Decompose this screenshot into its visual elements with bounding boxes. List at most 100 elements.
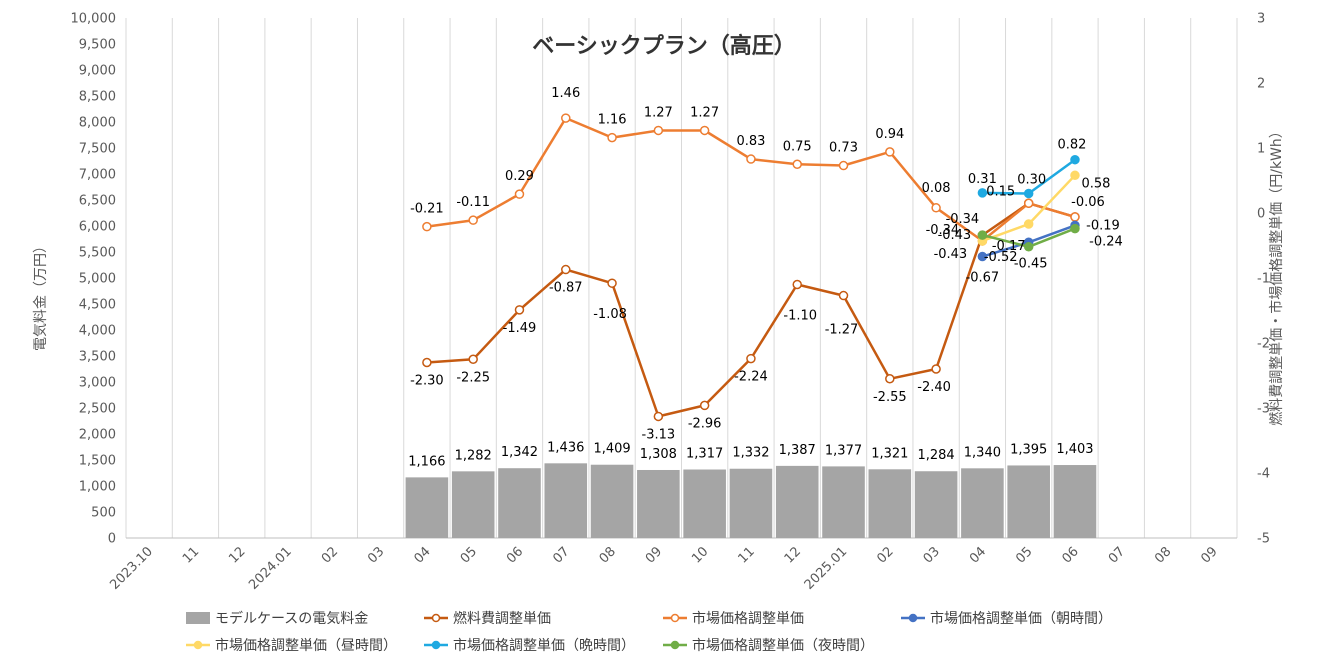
point-marker: [977, 251, 988, 262]
y-right-tick-label: 2: [1257, 77, 1265, 92]
legend-marker: [670, 613, 680, 623]
line-data-label: -3.13: [642, 427, 676, 442]
y-left-tick-label: 8,500: [79, 90, 116, 105]
bar-data-label: 1,321: [871, 446, 908, 461]
bar: [544, 463, 588, 538]
point-marker: [885, 147, 895, 157]
line-data-label: -0.21: [410, 202, 444, 217]
point-marker: [977, 230, 988, 240]
line-data-label: -0.43: [934, 247, 968, 262]
y-right-tick-label: 0: [1257, 207, 1265, 222]
line-data-label: 0.83: [736, 134, 765, 149]
point-marker: [746, 353, 756, 364]
line-data-label: -0.52: [984, 250, 1018, 265]
bar: [822, 466, 865, 538]
bar-data-label: 1,403: [1056, 442, 1093, 457]
y-left-tick-label: 1,000: [79, 480, 116, 495]
bar: [637, 469, 680, 538]
bar-data-label: 1,308: [640, 447, 677, 462]
point-marker: [514, 189, 525, 199]
point-marker: [1070, 170, 1080, 181]
point-marker: [977, 188, 988, 198]
legend-label: 市場価格調整単価（夜時間）: [692, 637, 874, 654]
y-left-tick-label: 5,000: [79, 272, 116, 287]
y-left-tick-label: 3,500: [79, 350, 116, 365]
line-data-label: -0.34: [946, 212, 980, 227]
y-left-tick-label: 9,500: [79, 38, 116, 53]
line-data-label: 0.58: [1082, 176, 1111, 191]
bar-data-label: 1,342: [501, 445, 538, 460]
point-marker: [422, 357, 432, 368]
y-axis-right-title: 燃料費調整単価・市場価格調整単価（円/kWh）: [1268, 124, 1285, 426]
bar: [590, 464, 634, 538]
y-right-tick-label: -5: [1257, 532, 1270, 547]
y-left-tick-label: 4,000: [79, 324, 116, 339]
y-right-tick-label: 1: [1257, 142, 1265, 157]
point-marker: [653, 411, 664, 422]
bar-data-label: 1,340: [964, 445, 1001, 460]
y-left-tick-label: 5,500: [79, 246, 116, 261]
data-labels: 1,166 1,282 1,342 1,436 1,409 1,308 1,317 1,332…: [408, 86, 1123, 469]
point-marker: [931, 203, 941, 213]
legend-label: 市場価格調整単価（晩時間）: [453, 637, 635, 654]
line-data-label: 1.27: [690, 105, 719, 120]
point-marker: [561, 113, 571, 123]
y-axis-left-title: 電気料金（万円）: [33, 239, 49, 351]
y-left-tick-label: 2,500: [79, 402, 116, 417]
line-data-label: 0.31: [968, 172, 997, 187]
chart-title: ベーシックプラン（高圧）: [532, 33, 796, 59]
y-left-tick-label: 1,500: [79, 454, 116, 469]
y-left-tick-label: 7,000: [79, 168, 116, 183]
y-left-tick-label: 2,000: [79, 428, 116, 443]
line-data-label: 1.46: [551, 86, 580, 101]
bar-data-label: 1,409: [593, 442, 630, 457]
point-marker: [1023, 198, 1034, 208]
legend-label: 市場価格調整単価（昼時間）: [215, 637, 397, 654]
point-marker: [885, 374, 895, 384]
point-marker: [838, 290, 849, 301]
bar-data-label: 1,284: [917, 448, 954, 463]
line-data-label: -2.40: [917, 380, 951, 395]
line-data-label: -1.27: [825, 323, 859, 338]
y-left-tick-label: 4,500: [79, 298, 116, 313]
legend: モデルケースの電気料金 燃料費調整単価 市場価格調整単価 市場価格調整単価（朝時間） 市…: [186, 610, 1112, 654]
point-marker: [699, 400, 710, 411]
line-data-label: -0.11: [456, 195, 490, 210]
bar-series: [405, 463, 1097, 538]
bar: [1007, 465, 1050, 538]
line-data-label: -2.30: [410, 374, 444, 389]
line-data-label: 1.16: [598, 113, 627, 128]
y-right-tick-label: -2: [1257, 337, 1270, 352]
point-marker: [1023, 188, 1034, 199]
point-marker: [653, 125, 664, 136]
line-data-label: -0.17: [992, 239, 1026, 254]
y-left-tick-label: 6,500: [79, 194, 116, 209]
point-marker: [746, 154, 756, 164]
bar-data-label: 1,387: [779, 443, 816, 458]
point-marker: [468, 215, 478, 225]
y-right-tick-label: 3: [1257, 12, 1265, 27]
legend-marker: [431, 613, 441, 623]
line-data-label: -1.08: [593, 307, 627, 322]
line-data-label: -2.96: [688, 416, 722, 431]
line-data-label: -0.43: [938, 228, 972, 243]
bar: [729, 468, 773, 538]
line-data-label: 0.82: [1058, 138, 1087, 153]
line-data-label: 0.15: [986, 184, 1015, 199]
point-marker: [792, 279, 802, 290]
bar: [405, 477, 449, 538]
line-data-label: -0.34: [926, 223, 960, 238]
point-marker: [468, 354, 478, 364]
bar-data-label: 1,282: [455, 448, 492, 463]
line-data-label: 0.94: [875, 127, 904, 142]
point-marker: [1023, 242, 1034, 252]
point-marker: [422, 221, 432, 232]
legend-label: 燃料費調整単価: [453, 610, 551, 627]
bar-data-label: 1,332: [732, 446, 769, 461]
bar: [775, 465, 819, 538]
line-data-label: -0.24: [1089, 235, 1123, 250]
y-right-tick-label: -3: [1257, 402, 1270, 417]
bar: [961, 468, 1004, 538]
